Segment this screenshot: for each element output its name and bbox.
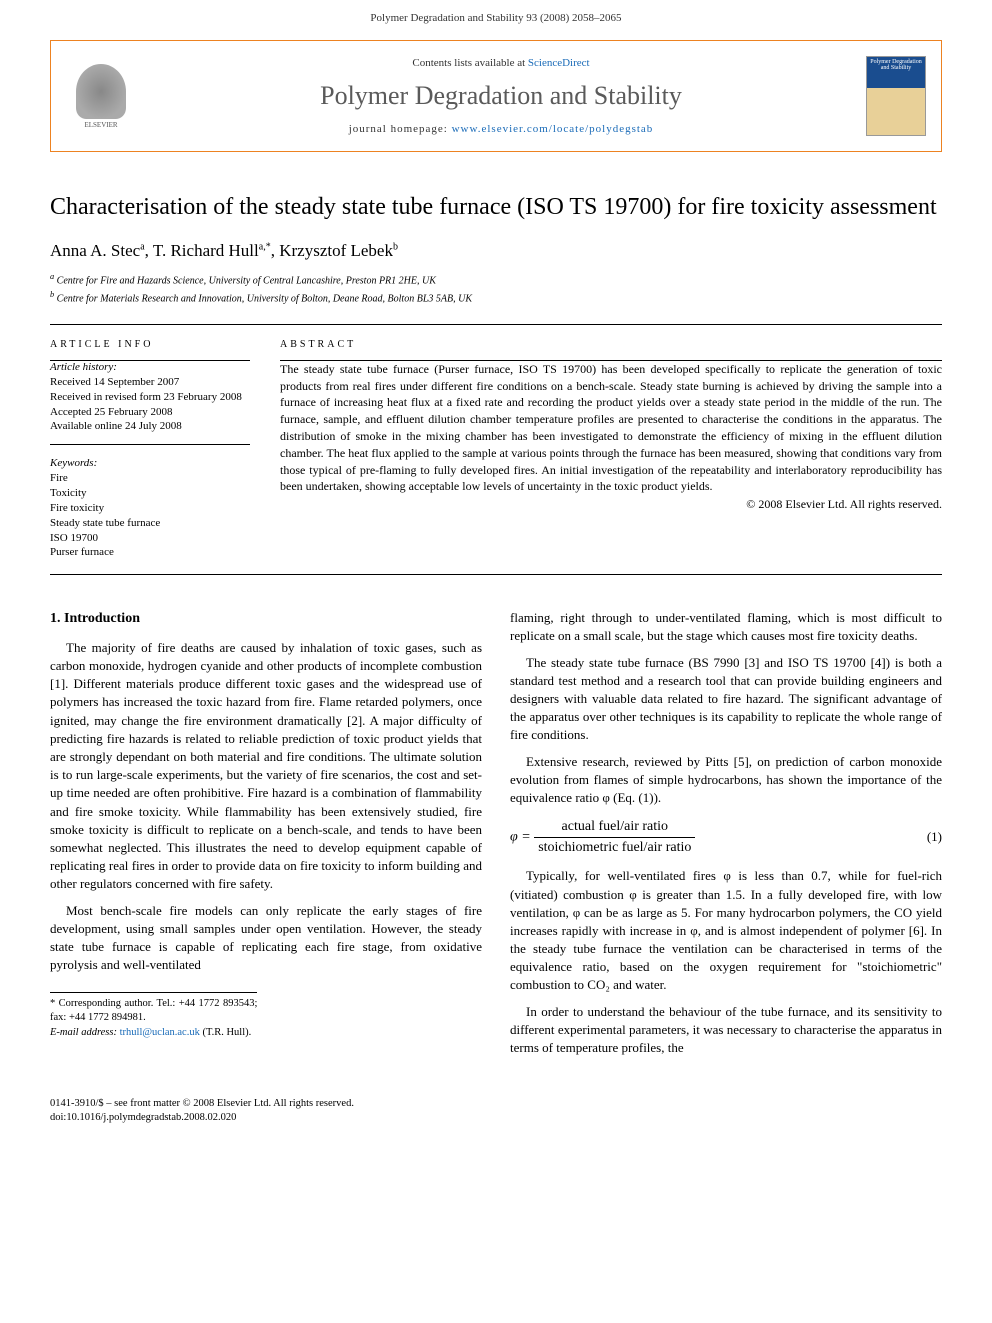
footnotes: * Corresponding author. Tel.: +44 1772 8… — [50, 992, 257, 1040]
intro-p5: Extensive research, reviewed by Pitts [5… — [510, 753, 942, 808]
author-2-aff: a,* — [259, 242, 271, 253]
intro-p1: The majority of fire deaths are caused b… — [50, 639, 482, 894]
history-revised: Received in revised form 23 February 200… — [50, 390, 250, 405]
homepage-line: journal homepage: www.elsevier.com/locat… — [136, 123, 866, 135]
history-received: Received 14 September 2007 — [50, 375, 250, 390]
divider-top — [50, 324, 942, 325]
masthead-center: Contents lists available at ScienceDirec… — [136, 57, 866, 135]
contents-prefix: Contents lists available at — [412, 57, 527, 69]
article-body: Characterisation of the steady state tub… — [0, 152, 992, 1085]
author-2: T. Richard Hull — [153, 241, 259, 260]
equation-1: φ = actual fuel/air ratio stoichiometric… — [510, 817, 942, 857]
affiliation-b: b Centre for Materials Research and Inno… — [50, 289, 942, 306]
divider-bottom — [50, 574, 942, 575]
info-divider-2 — [50, 444, 250, 445]
abstract-text: The steady state tube furnace (Purser fu… — [280, 361, 942, 495]
elsevier-logo: ELSEVIER — [66, 56, 136, 136]
author-3: Krzysztof Lebek — [279, 241, 393, 260]
contents-available-line: Contents lists available at ScienceDirec… — [136, 57, 866, 69]
numerator: actual fuel/air ratio — [534, 817, 695, 838]
email-line: E-mail address: trhull@uclan.ac.uk (T.R.… — [50, 1026, 257, 1040]
keyword-2: Toxicity — [50, 486, 250, 501]
email-label: E-mail address: — [50, 1027, 120, 1038]
info-abstract-row: ARTICLE INFO Article history: Received 1… — [50, 339, 942, 560]
email-suffix: (T.R. Hull). — [200, 1027, 251, 1038]
abstract-block: ABSTRACT The steady state tube furnace (… — [280, 339, 942, 560]
body-two-columns: 1. Introduction The majority of fire dea… — [50, 609, 942, 1065]
homepage-url[interactable]: www.elsevier.com/locate/polydegstab — [452, 123, 654, 135]
history-online: Available online 24 July 2008 — [50, 419, 250, 434]
journal-cover-thumbnail: Polymer Degradation and Stability — [866, 56, 926, 136]
denominator: stoichiometric fuel/air ratio — [534, 838, 695, 858]
sciencedirect-link[interactable]: ScienceDirect — [528, 57, 590, 69]
column-right: flaming, right through to under-ventilat… — [510, 609, 942, 1065]
article-info-block: ARTICLE INFO Article history: Received 1… — [50, 339, 250, 560]
article-info-label: ARTICLE INFO — [50, 339, 250, 350]
homepage-prefix: journal homepage: — [349, 123, 452, 135]
article-title: Characterisation of the steady state tub… — [50, 192, 942, 223]
corresponding-author: * Corresponding author. Tel.: +44 1772 8… — [50, 997, 257, 1025]
elsevier-tree-icon — [76, 64, 126, 119]
affiliation-a: a Centre for Fire and Hazards Science, U… — [50, 271, 942, 288]
keywords-label: Keywords: — [50, 457, 250, 469]
equation-1-formula: φ = actual fuel/air ratio stoichiometric… — [510, 817, 912, 857]
keyword-5: ISO 19700 — [50, 531, 250, 546]
author-3-aff: b — [393, 242, 398, 253]
email-link[interactable]: trhull@uclan.ac.uk — [120, 1027, 200, 1038]
intro-p2: Most bench-scale fire models can only re… — [50, 902, 482, 975]
history-accepted: Accepted 25 February 2008 — [50, 405, 250, 420]
equation-1-label: (1) — [912, 828, 942, 846]
section-1-heading: 1. Introduction — [50, 609, 482, 629]
footer-left: 0141-3910/$ – see front matter © 2008 El… — [50, 1097, 354, 1124]
author-1: Anna A. Stec — [50, 241, 140, 260]
authors-line: Anna A. Steca, T. Richard Hulla,*, Krzys… — [50, 241, 942, 261]
issn-line: 0141-3910/$ – see front matter © 2008 El… — [50, 1097, 354, 1111]
keyword-4: Steady state tube furnace — [50, 516, 250, 531]
column-left: 1. Introduction The majority of fire dea… — [50, 609, 482, 1065]
intro-p7: In order to understand the behaviour of … — [510, 1003, 942, 1058]
page-footer: 0141-3910/$ – see front matter © 2008 El… — [50, 1097, 942, 1124]
intro-p4: The steady state tube furnace (BS 7990 [… — [510, 654, 942, 745]
copyright-line: © 2008 Elsevier Ltd. All rights reserved… — [280, 497, 942, 512]
doi-line: doi:10.1016/j.polymdegradstab.2008.02.02… — [50, 1111, 354, 1125]
affiliations: a Centre for Fire and Hazards Science, U… — [50, 271, 942, 306]
cover-text: Polymer Degradation and Stability — [870, 59, 922, 71]
keyword-3: Fire toxicity — [50, 501, 250, 516]
intro-p3: flaming, right through to under-ventilat… — [510, 609, 942, 645]
fraction: actual fuel/air ratio stoichiometric fue… — [534, 817, 695, 857]
journal-masthead: ELSEVIER Contents lists available at Sci… — [50, 40, 942, 152]
running-header: Polymer Degradation and Stability 93 (20… — [0, 0, 992, 32]
journal-name: Polymer Degradation and Stability — [136, 81, 866, 111]
author-1-aff: a — [140, 242, 144, 253]
abstract-label: ABSTRACT — [280, 339, 942, 350]
keyword-1: Fire — [50, 471, 250, 486]
intro-p6: Typically, for well-ventilated fires φ i… — [510, 867, 942, 994]
keyword-6: Purser furnace — [50, 545, 250, 560]
history-label: Article history: — [50, 361, 250, 373]
elsevier-label: ELSEVIER — [84, 121, 117, 129]
phi-symbol: φ = — [510, 829, 531, 844]
